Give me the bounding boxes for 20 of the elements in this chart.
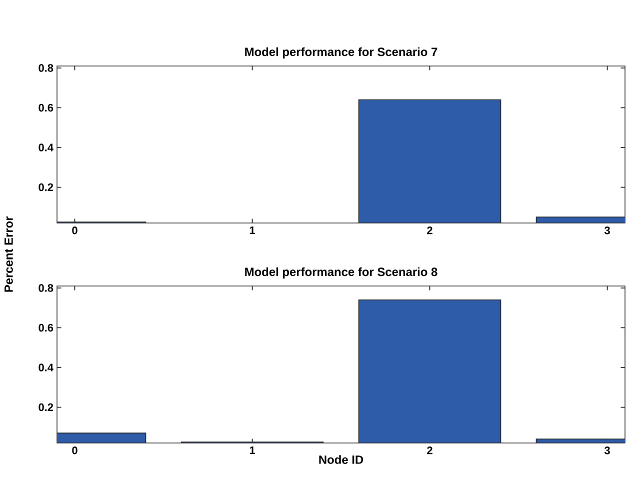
y-tick-label: 0.6 — [38, 104, 54, 112]
x-tick-label: 2 — [427, 446, 432, 454]
x-tick-label: 0 — [72, 446, 78, 454]
y-tick-label: 0.2 — [38, 403, 54, 412]
x-tick-label: 3 — [604, 226, 610, 234]
x-tick-label: 2 — [427, 226, 432, 234]
y-tick-label: 0.8 — [38, 64, 54, 72]
y-tick-label: 0.8 — [38, 284, 54, 292]
x-tick-label: 1 — [250, 226, 255, 234]
chart-title: Model performance for Scenario 7 — [245, 47, 438, 58]
y-axis-title: Percent Error — [4, 216, 13, 292]
x-axis-title: Node ID — [319, 455, 364, 464]
chart-title: Model performance for Scenario 8 — [245, 267, 438, 278]
y-tick-label: 0.2 — [38, 183, 54, 192]
y-tick-label: 0.4 — [38, 144, 54, 152]
x-tick-label: 0 — [72, 226, 78, 234]
y-tick-label: 0.4 — [38, 364, 54, 372]
x-tick-label: 3 — [604, 446, 610, 454]
y-tick-label: 0.6 — [38, 324, 54, 332]
x-tick-label: 1 — [250, 446, 255, 454]
